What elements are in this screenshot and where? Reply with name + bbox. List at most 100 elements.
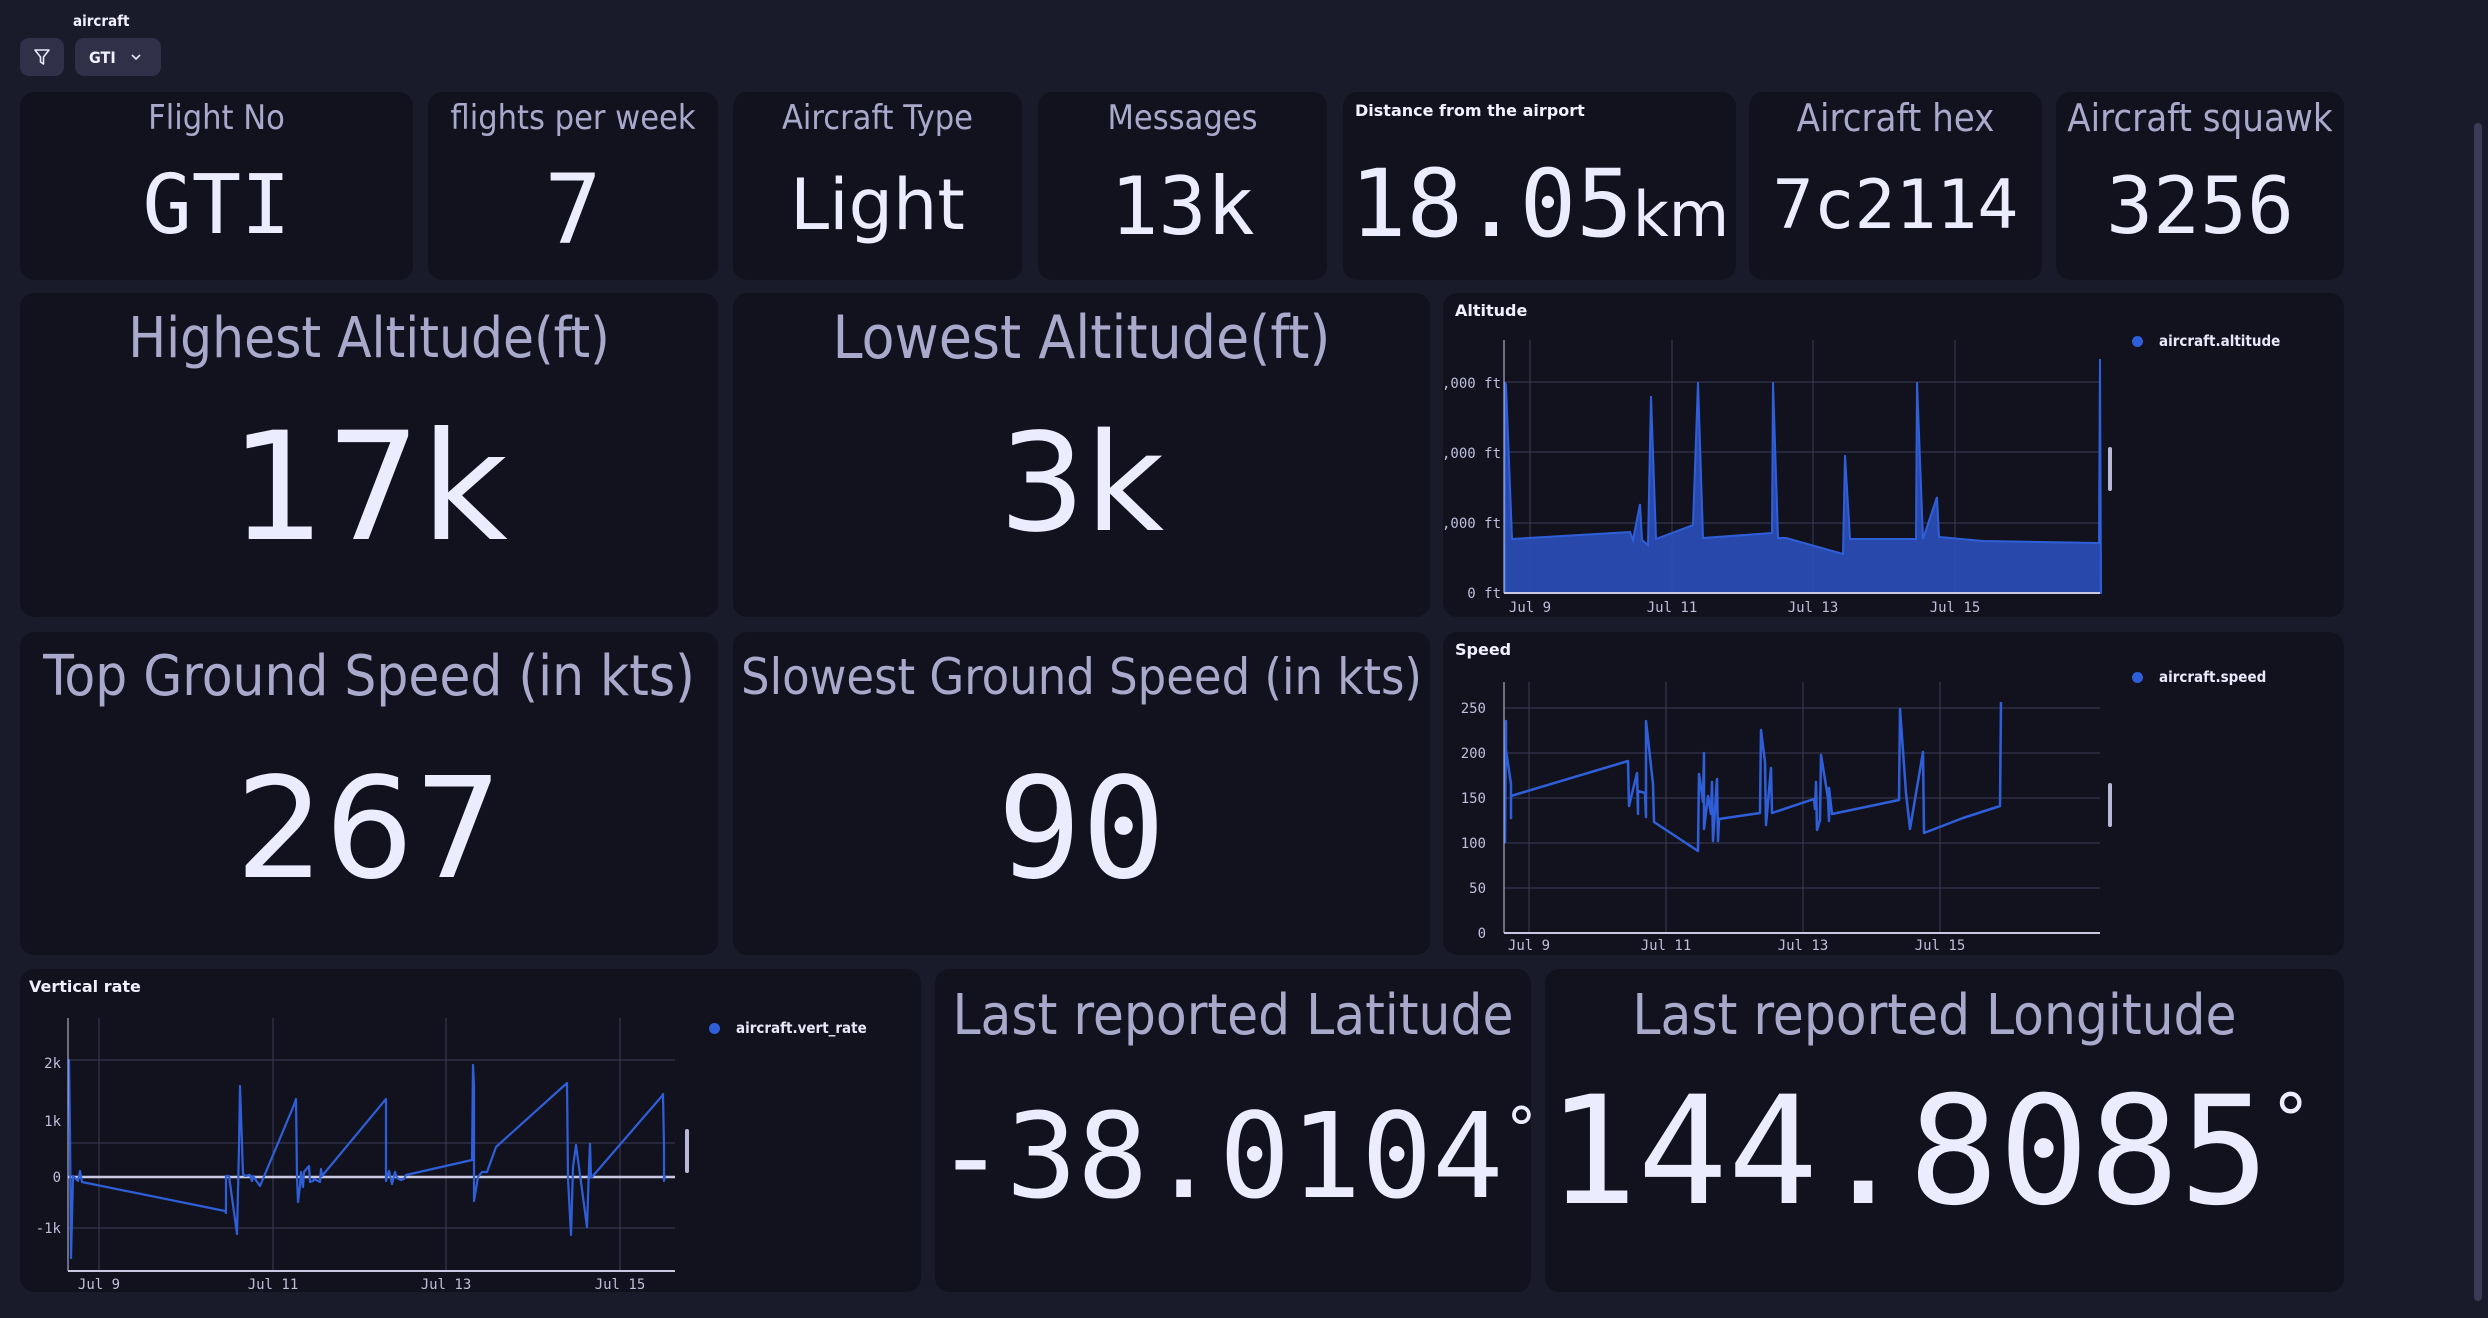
x-tick: Jul 11 xyxy=(248,1277,299,1292)
aircraft-dropdown[interactable]: GTI xyxy=(75,38,161,76)
page-scrollbar[interactable] xyxy=(2474,123,2482,1301)
x-tick: Jul 13 xyxy=(1778,938,1829,954)
x-tick: Jul 11 xyxy=(1647,600,1698,616)
tile-flights-per-week: flights per week 7 xyxy=(428,92,718,280)
grid xyxy=(1504,682,2100,933)
tile-title: Last reported Latitude xyxy=(952,983,1514,1048)
vert-rate-chart-panel: Vertical rate -1k 0 1k 2k Jul 9 Jul 11 J… xyxy=(20,969,921,1292)
tile-last-longitude: Last reported Longitude 144.8085° xyxy=(1545,969,2344,1292)
y-tick: 250 xyxy=(1461,701,1486,717)
legend-label: aircraft.speed xyxy=(2159,668,2267,686)
y-tick: 1k xyxy=(44,1114,61,1130)
degree-unit: ° xyxy=(2269,1079,2312,1161)
altitude-area xyxy=(1504,358,2103,594)
tile-title: Aircraft hex xyxy=(1796,96,1995,140)
x-tick: Jul 11 xyxy=(1641,938,1692,954)
y-tick: -1k xyxy=(36,1221,62,1237)
tile-value: Light xyxy=(790,164,965,246)
chevron-down-icon xyxy=(131,54,141,61)
tile-title: Highest Altitude(ft) xyxy=(128,306,610,371)
legend-item-speed[interactable]: aircraft.speed xyxy=(2132,668,2266,686)
tile-title: Last reported Longitude xyxy=(1632,983,2237,1048)
tile-title: Messages xyxy=(1107,98,1258,138)
y-tick: 50 xyxy=(1469,881,1486,897)
tile-flight-no: Flight No GTI xyxy=(20,92,413,280)
legend-resize-handle[interactable] xyxy=(685,1129,689,1173)
chart-title: Speed xyxy=(1455,640,1512,659)
distance-unit: km xyxy=(1632,178,1730,251)
y-tick: 15,000 ft xyxy=(1443,376,1501,392)
legend-dot-icon xyxy=(2132,335,2143,347)
x-tick: Jul 15 xyxy=(1930,600,1981,616)
tile-value: -38.0104° xyxy=(935,1087,1531,1225)
tile-title: Aircraft Type xyxy=(782,98,973,138)
legend-dot-icon xyxy=(709,1022,720,1034)
tile-title: Distance from the airport xyxy=(1355,101,1585,120)
y-tick: 5,000 ft xyxy=(1443,516,1501,532)
filter-variable-label: aircraft xyxy=(73,12,130,30)
legend-item-vert-rate[interactable]: aircraft.vert_rate xyxy=(709,1019,867,1037)
x-tick: Jul 9 xyxy=(78,1277,120,1292)
y-tick: 150 xyxy=(1461,791,1486,807)
tile-slowest-speed: Slowest Ground Speed (in kts) 90 xyxy=(733,632,1430,955)
legend-dot-icon xyxy=(2132,671,2143,683)
tile-distance: Distance from the airport 18.05km xyxy=(1343,92,1736,280)
tile-value: GTI xyxy=(142,158,291,253)
vert-rate-line xyxy=(67,1058,667,1260)
speed-chart-panel: Speed 0 50 100 150 200 250 Jul 9 Jul 11 … xyxy=(1443,632,2344,955)
legend-item-altitude[interactable]: aircraft.altitude xyxy=(2132,332,2280,350)
x-tick: Jul 15 xyxy=(1915,938,1966,954)
tile-value: 13k xyxy=(1110,160,1255,253)
y-tick: 0 xyxy=(53,1170,61,1186)
y-tick: 100 xyxy=(1461,836,1486,852)
tile-top-speed: Top Ground Speed (in kts) 267 xyxy=(20,632,718,955)
vert-rate-chart: -1k 0 1k 2k Jul 9 Jul 11 Jul 13 Jul 15 xyxy=(36,1018,675,1292)
grid xyxy=(68,1018,675,1271)
tile-messages: Messages 13k xyxy=(1038,92,1327,280)
y-tick: 10,000 ft xyxy=(1443,446,1501,462)
tile-aircraft-hex: Aircraft hex 7c2114 xyxy=(1749,92,2042,280)
chart-title: Vertical rate xyxy=(29,977,141,996)
tile-highest-altitude: Highest Altitude(ft) 17k xyxy=(20,293,718,617)
tile-title: flights per week xyxy=(450,98,696,138)
y-tick: 200 xyxy=(1461,746,1486,762)
tile-title: Lowest Altitude(ft) xyxy=(832,303,1331,373)
longitude-number: 144.8085 xyxy=(1547,1065,2270,1239)
legend-label: aircraft.altitude xyxy=(2159,332,2281,350)
filter-icon xyxy=(34,49,50,65)
tile-value: 3k xyxy=(998,405,1165,563)
x-tick: Jul 13 xyxy=(1788,600,1839,616)
x-tick: Jul 13 xyxy=(421,1277,472,1292)
speed-chart: 0 50 100 150 200 250 Jul 9 Jul 11 Jul 13… xyxy=(1461,682,2100,954)
chart-title: Altitude xyxy=(1455,301,1528,320)
tile-value: 90 xyxy=(997,748,1166,911)
tile-value: 18.05km xyxy=(1343,150,1736,259)
tile-lowest-altitude: Lowest Altitude(ft) 3k xyxy=(733,293,1430,617)
tile-aircraft-squawk: Aircraft squawk 3256 xyxy=(2056,92,2344,280)
aircraft-dropdown-value: GTI xyxy=(89,47,116,67)
latitude-number: -38.0104 xyxy=(935,1087,1504,1225)
degree-unit: ° xyxy=(1503,1095,1531,1165)
filter-button[interactable] xyxy=(20,38,64,76)
legend-resize-handle[interactable] xyxy=(2108,783,2112,827)
y-tick: 0 xyxy=(1478,926,1486,942)
speed-line xyxy=(1503,701,2003,853)
tile-aircraft-type: Aircraft Type Light xyxy=(733,92,1022,280)
legend-label: aircraft.vert_rate xyxy=(736,1019,867,1037)
tile-value: 144.8085° xyxy=(1545,1065,2344,1239)
x-tick: Jul 15 xyxy=(595,1277,646,1292)
tile-value: 267 xyxy=(235,748,503,911)
tile-value: 7c2114 xyxy=(1772,166,2019,245)
tile-title: Top Ground Speed (in kts) xyxy=(43,644,695,709)
tile-value: 7 xyxy=(544,154,602,266)
tile-value: 17k xyxy=(230,401,508,575)
legend-resize-handle[interactable] xyxy=(2108,447,2112,491)
y-tick: 2k xyxy=(44,1056,61,1072)
tile-last-latitude: Last reported Latitude -38.0104° xyxy=(935,969,1531,1292)
distance-number: 18.05 xyxy=(1349,150,1633,259)
tile-title: Flight No xyxy=(148,98,285,138)
tile-value: 3256 xyxy=(2106,162,2294,252)
x-tick: Jul 9 xyxy=(1509,600,1551,616)
altitude-chart-panel: Altitude 0 ft 5,000 ft 10,000 ft 15,000 … xyxy=(1443,293,2344,617)
tile-title: Aircraft squawk xyxy=(2067,96,2333,140)
